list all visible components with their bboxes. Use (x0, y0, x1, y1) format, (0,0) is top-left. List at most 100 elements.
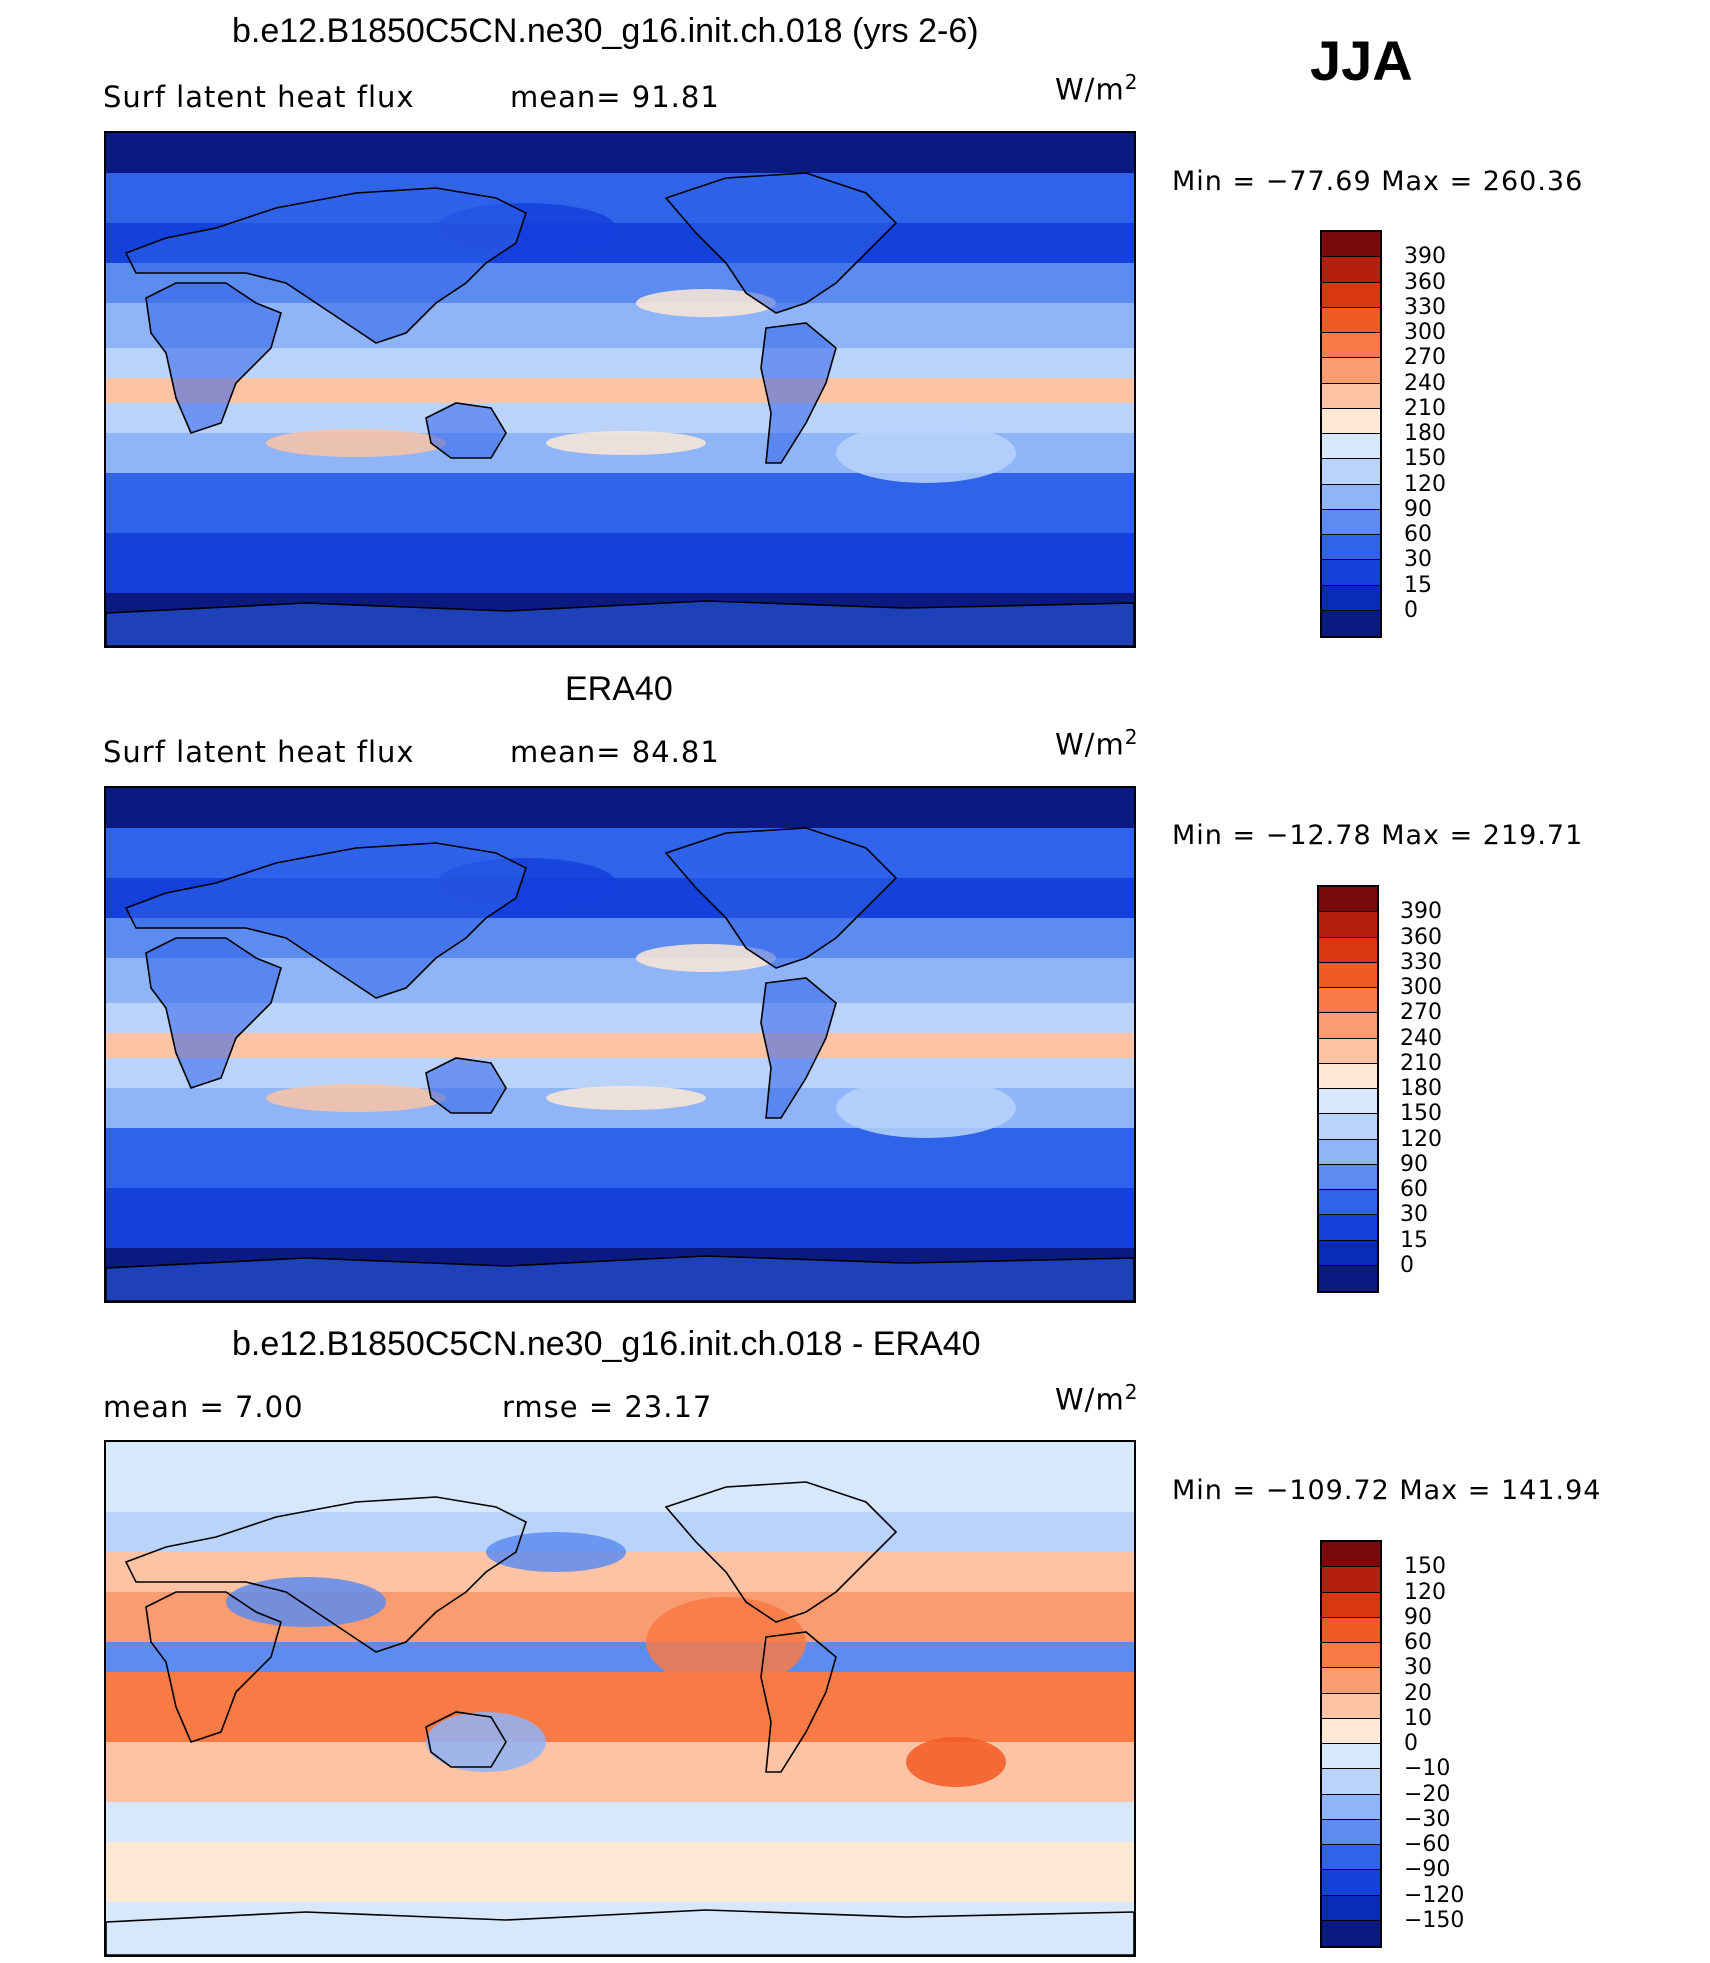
colorbar-tick-label: 390 (1404, 244, 1446, 270)
map-band (106, 378, 1134, 403)
colorbar-tick-label: 30 (1400, 1202, 1428, 1228)
colorbar-tick-label: 60 (1404, 522, 1432, 547)
colorbar-segment (1322, 1870, 1380, 1896)
panel3-map (104, 1440, 1136, 1957)
map-band (106, 348, 1134, 378)
panel1-colorbar (1320, 230, 1382, 638)
colorbar-tick-label: −20 (1404, 1781, 1451, 1807)
panel3-units: W/m2 (1055, 1380, 1139, 1417)
coastline (145, 1591, 282, 1743)
map-field-blob (226, 1577, 386, 1627)
colorbar-segment (1319, 1265, 1377, 1291)
colorbar-tick-label: 0 (1404, 597, 1418, 623)
coastline (425, 402, 507, 459)
map-field-blob (426, 1712, 546, 1772)
coastline (106, 600, 1134, 646)
colorbar-segment (1322, 1819, 1380, 1845)
colorbar-segment (1319, 1013, 1377, 1039)
colorbar-segment (1322, 1895, 1380, 1921)
coastline (760, 322, 837, 464)
map-field-blob (266, 429, 446, 457)
colorbar-segment (1322, 535, 1380, 561)
panel1-units: W/m2 (1055, 70, 1139, 107)
colorbar-tick-label: 240 (1404, 370, 1446, 396)
panel2-map (104, 786, 1136, 1303)
colorbar-tick-label: 30 (1404, 1655, 1432, 1681)
map-band (106, 1802, 1134, 1842)
map-band (106, 1033, 1134, 1058)
map-field-blob (636, 944, 776, 972)
map-band (106, 1842, 1134, 1902)
colorbar-segment (1319, 912, 1377, 938)
colorbar-segment (1319, 887, 1377, 913)
colorbar-segment (1322, 585, 1380, 611)
colorbar-segment (1319, 1139, 1377, 1165)
colorbar-tick-label: 10 (1404, 1705, 1432, 1731)
colorbar-tick-label: 90 (1404, 1604, 1432, 1630)
colorbar-segment (1319, 988, 1377, 1014)
map-band (106, 403, 1134, 433)
coastline (145, 282, 282, 434)
colorbar-tick-label: 15 (1404, 572, 1432, 598)
colorbar-tick-label: 390 (1400, 899, 1442, 925)
map-field-blob (906, 1737, 1006, 1787)
colorbar-segment (1322, 1617, 1380, 1643)
colorbar-segment (1322, 1567, 1380, 1593)
colorbar-tick-label: 120 (1400, 1126, 1442, 1152)
panel2-minmax: Min = −12.78 Max = 219.71 (1172, 820, 1584, 851)
map-band (106, 133, 1134, 173)
panel3-minmax: Min = −109.72 Max = 141.94 (1172, 1475, 1602, 1506)
colorbar-tick-label: 90 (1404, 496, 1432, 522)
map-field-blob (836, 1078, 1016, 1138)
map-band (106, 1058, 1134, 1088)
colorbar-tick-label: 330 (1400, 949, 1442, 975)
colorbar-tick-label: 150 (1404, 446, 1446, 472)
map-band (106, 1188, 1134, 1248)
colorbar-segment (1322, 484, 1380, 510)
colorbar-segment (1322, 383, 1380, 409)
colorbar-tick-label: −60 (1404, 1832, 1451, 1857)
colorbar-tick-label: 150 (1400, 1101, 1442, 1127)
colorbar-tick-label: 120 (1404, 471, 1446, 497)
coastline (124, 842, 527, 999)
colorbar-tick-label: 180 (1400, 1076, 1442, 1101)
colorbar-tick-label: 300 (1400, 975, 1442, 1000)
colorbar-tick-label: 360 (1404, 269, 1446, 295)
colorbar-tick-label: −120 (1404, 1882, 1465, 1908)
colorbar-segment (1322, 307, 1380, 333)
colorbar-segment (1322, 1845, 1380, 1871)
colorbar-tick-label: 240 (1400, 1025, 1442, 1051)
map-field-blob (646, 1597, 806, 1687)
coastline (106, 1255, 1134, 1301)
panel1-mean-label: mean= 91.81 (510, 80, 720, 114)
map-field-blob (636, 289, 776, 317)
panel3-colorbar (1320, 1540, 1382, 1948)
coastline (124, 1496, 527, 1653)
colorbar-tick-label: 120 (1404, 1579, 1446, 1605)
colorbar-tick-label: 210 (1400, 1050, 1442, 1076)
season-label: JJA (1310, 29, 1413, 92)
colorbar-tick-label: −10 (1404, 1756, 1451, 1782)
colorbar-segment (1322, 1592, 1380, 1618)
map-field-blob (836, 423, 1016, 483)
colorbar-segment (1322, 509, 1380, 535)
coastline (664, 172, 898, 314)
map-band (106, 1642, 1134, 1672)
panel2-mean-label: mean= 84.81 (510, 735, 720, 769)
colorbar-segment (1322, 1718, 1380, 1744)
colorbar-tick-label: 90 (1400, 1151, 1428, 1177)
colorbar-segment (1322, 1920, 1380, 1946)
colorbar-segment (1319, 1089, 1377, 1115)
colorbar-tick-label: 60 (1400, 1177, 1428, 1202)
colorbar-segment (1322, 358, 1380, 384)
colorbar-segment (1322, 434, 1380, 460)
colorbar-segment (1322, 610, 1380, 636)
coastline (760, 977, 837, 1119)
colorbar-segment (1322, 459, 1380, 485)
panel1-minmax: Min = −77.69 Max = 260.36 (1172, 166, 1584, 197)
colorbar-tick-label: 330 (1404, 294, 1446, 320)
coastline (425, 1057, 507, 1114)
colorbar-tick-label: 30 (1404, 547, 1432, 573)
colorbar-tick-label: −90 (1404, 1857, 1451, 1883)
colorbar-tick-label: 150 (1404, 1554, 1446, 1580)
